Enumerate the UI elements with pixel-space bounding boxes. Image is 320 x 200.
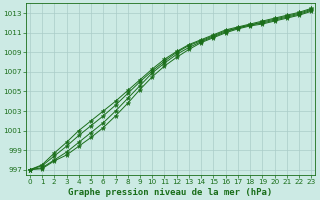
X-axis label: Graphe pression niveau de la mer (hPa): Graphe pression niveau de la mer (hPa)	[68, 188, 273, 197]
